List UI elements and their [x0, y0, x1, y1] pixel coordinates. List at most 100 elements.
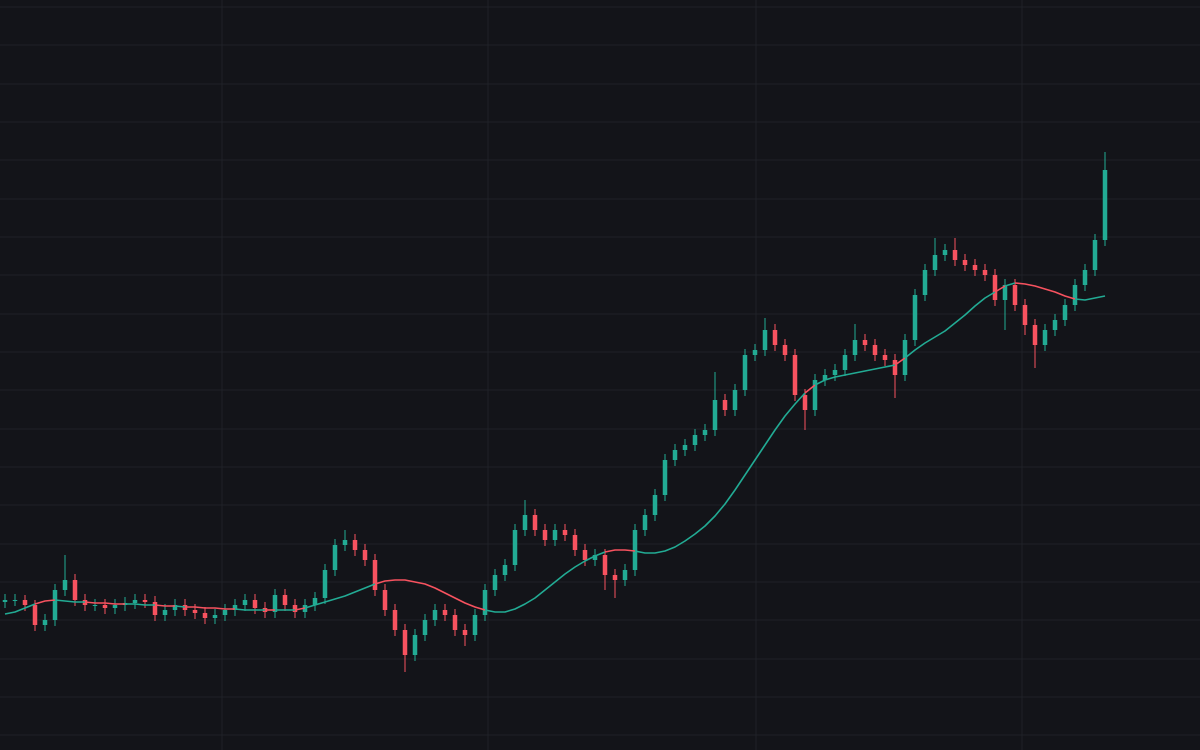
candle-body — [192, 610, 198, 613]
candle-body — [22, 600, 28, 605]
candle-body — [1012, 285, 1018, 305]
candle-body — [242, 600, 248, 605]
candle-body — [832, 370, 838, 375]
candle-body — [432, 610, 438, 620]
candle-body — [732, 390, 738, 410]
candle-body — [332, 545, 338, 570]
candle-body — [482, 590, 488, 615]
candle-body — [632, 530, 638, 570]
candle-body — [842, 355, 848, 370]
candle-body — [952, 250, 958, 260]
candle-body — [852, 340, 858, 355]
moving-average-line — [1074, 295, 1106, 301]
candle-body — [322, 570, 328, 598]
candle-body — [502, 565, 508, 575]
candle-body — [112, 605, 118, 608]
candle-body — [412, 635, 418, 655]
candle-body — [62, 580, 68, 590]
candle-body — [472, 615, 478, 635]
candle-body — [42, 620, 48, 625]
candle-body — [772, 330, 778, 345]
candle-body — [212, 615, 218, 618]
candle-body — [552, 530, 558, 540]
moving-average-line — [374, 579, 486, 611]
candle-body — [892, 360, 898, 375]
candle-body — [342, 540, 348, 545]
candle-body — [172, 605, 178, 610]
candle-body — [932, 255, 938, 270]
candle-body — [1022, 305, 1028, 325]
candle-body — [222, 610, 228, 615]
candle-body — [512, 530, 518, 565]
moving-average-line — [4, 603, 36, 615]
candle-body — [1042, 330, 1048, 345]
candle-body — [272, 595, 278, 612]
moving-average-line — [484, 551, 606, 613]
candle-body — [682, 445, 688, 450]
candle-body — [1092, 240, 1098, 270]
moving-average-line — [234, 608, 265, 611]
candle-body — [202, 613, 208, 618]
candle-body — [402, 630, 408, 655]
candle-body — [862, 340, 868, 345]
candle-body — [102, 605, 108, 608]
candle-body — [622, 570, 628, 580]
moving-average-line — [994, 285, 1006, 293]
candle-body — [812, 380, 818, 410]
candle-body — [882, 355, 888, 360]
candle-body — [672, 450, 678, 460]
candle-body — [292, 605, 298, 612]
candle-body — [782, 345, 788, 355]
candle-body — [802, 395, 808, 410]
candle-body — [52, 590, 58, 620]
candle-body — [2, 600, 8, 602]
candle-body — [382, 590, 388, 610]
candle-body — [352, 540, 358, 550]
candle-body — [522, 515, 528, 530]
candle-body — [712, 400, 718, 430]
moving-average-line — [54, 599, 85, 603]
candle-body — [962, 260, 968, 265]
moving-average-line — [804, 384, 816, 394]
candle-body — [602, 555, 608, 575]
candle-body — [372, 560, 378, 590]
candle-body — [972, 265, 978, 270]
moving-average-line — [634, 392, 806, 554]
moving-average-line — [174, 605, 186, 608]
candle-body — [762, 330, 768, 350]
candle-body — [422, 620, 428, 635]
candle-body — [282, 595, 288, 605]
candle-body — [132, 600, 138, 603]
moving-average-line — [154, 604, 175, 607]
candle-body — [392, 610, 398, 630]
candle-body — [722, 400, 728, 410]
candle-body — [532, 515, 538, 530]
moving-average-line — [894, 357, 906, 366]
candle-body — [462, 630, 468, 635]
moving-average-line — [1014, 282, 1076, 300]
candle-body — [872, 345, 878, 355]
candles — [2, 152, 1108, 672]
candle-body — [152, 602, 158, 615]
candle-body — [702, 430, 708, 435]
candle-body — [982, 270, 988, 275]
candle-body — [912, 295, 918, 340]
candle-body — [362, 550, 368, 560]
candle-body — [792, 355, 798, 395]
candle-body — [942, 250, 948, 255]
candle-body — [612, 575, 618, 580]
candle-body — [92, 605, 98, 606]
moving-average-line — [185, 606, 235, 610]
candle-body — [692, 435, 698, 445]
candle-body — [742, 355, 748, 390]
candle-body — [542, 530, 548, 540]
candle-body — [72, 580, 78, 600]
candle-body — [1062, 305, 1068, 320]
candle-body — [252, 600, 258, 608]
candle-body — [1032, 325, 1038, 345]
candle-body — [442, 610, 448, 615]
candle-body — [662, 460, 668, 495]
